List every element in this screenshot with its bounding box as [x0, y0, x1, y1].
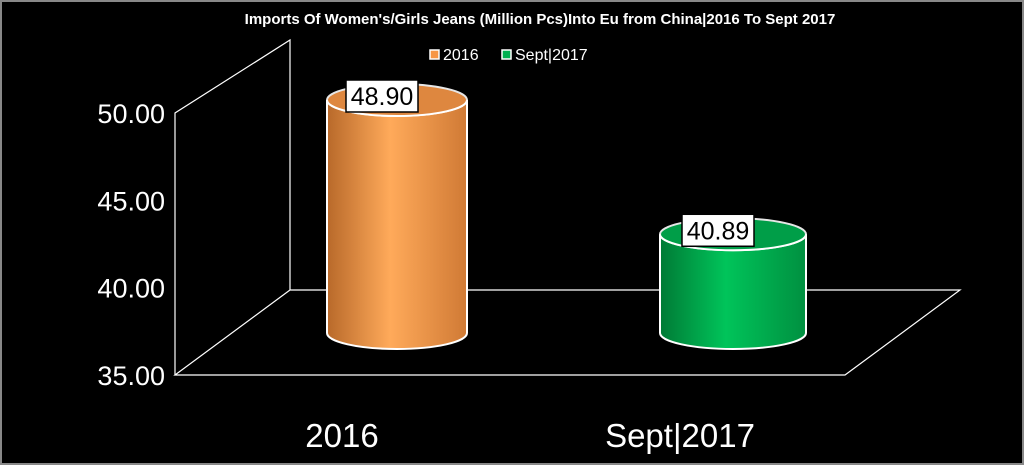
- legend-swatch: [501, 49, 512, 60]
- axes: 35.00 40.00 45.00 50.00: [97, 38, 962, 391]
- cylinder-body: [659, 234, 807, 350]
- data-label: 48.90: [351, 83, 414, 111]
- floor-outline: [173, 289, 962, 376]
- bar-0: 48.90 2016: [305, 79, 468, 454]
- back-wall-outline: [174, 38, 291, 375]
- data-label-box: [345, 79, 419, 113]
- x-tick-label: 2016: [305, 417, 378, 454]
- chart-title: Imports Of Women's/Girls Jeans (Million …: [245, 11, 836, 28]
- cylinder-body: [326, 99, 468, 350]
- legend-label: Sept|2017: [515, 47, 588, 64]
- legend: 2016 Sept|2017: [429, 47, 588, 64]
- y-tick-label: 35.00: [97, 361, 165, 391]
- bar-1: 40.89 Sept|2017: [605, 213, 807, 454]
- y-tick-label: 40.00: [97, 274, 165, 304]
- y-tick-label: 50.00: [97, 99, 165, 129]
- x-tick-label: Sept|2017: [605, 417, 755, 454]
- y-tick-label: 45.00: [97, 186, 165, 216]
- data-label-box: [681, 213, 755, 248]
- bars: 48.90 2016 40.89 Sept|2017: [305, 79, 807, 454]
- legend-label: 2016: [443, 47, 479, 64]
- data-label: 40.89: [687, 217, 750, 245]
- legend-swatch: [429, 49, 440, 60]
